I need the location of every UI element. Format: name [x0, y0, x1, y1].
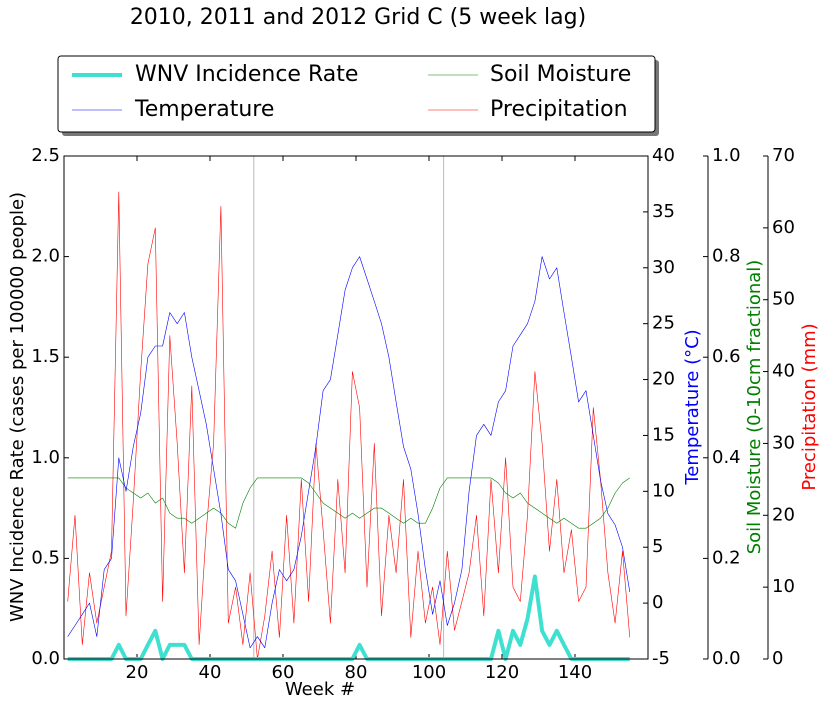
y4-tick-label: 70 [772, 145, 795, 166]
y-axis-label: WNV Incidence Rate (cases per 100000 peo… [7, 192, 28, 622]
legend-box [57, 55, 656, 133]
x-tick-label: 100 [412, 662, 446, 683]
y-tick-label: 0.0 [31, 648, 60, 669]
chart-title: 2010, 2011 and 2012 Grid C (5 week lag) [130, 5, 586, 30]
legend-label: Precipitation [490, 97, 628, 122]
y3-tick-label: 0.4 [712, 447, 741, 468]
y2-tick-label: -5 [652, 648, 670, 669]
y-tick-label: 0.5 [31, 547, 60, 568]
y2-tick-label: 40 [652, 145, 675, 166]
series-line [67, 574, 630, 661]
y-tick-label: 1.0 [31, 447, 60, 468]
y3-tick-label: 1.0 [712, 145, 741, 166]
y4-tick-label: 20 [772, 504, 795, 525]
legend-label: WNV Incidence Rate [135, 62, 358, 87]
y2-tick-label: 5 [652, 536, 663, 557]
y2-tick-label: 20 [652, 369, 675, 390]
y2-axis-label: Temperature (°C) [682, 329, 703, 485]
x-tick-label: 20 [126, 662, 149, 683]
y3-axis-label: Soil Moisture (0-10cm fractional) [744, 260, 765, 555]
plot-frame [63, 155, 649, 660]
y4-tick-label: 50 [772, 289, 795, 310]
y4-tick-label: 30 [772, 432, 795, 453]
x-tick-label: 80 [345, 662, 368, 683]
y4-tick-label: 60 [772, 217, 795, 238]
x-tick-label: 140 [558, 662, 592, 683]
y2-tick-label: 0 [652, 592, 663, 613]
y3-tick-label: 0.2 [712, 547, 741, 568]
y2-tick-label: 35 [652, 201, 675, 222]
y-tick-label: 2.0 [31, 246, 60, 267]
legend-label: Temperature [134, 97, 274, 122]
x-tick-label: 120 [485, 662, 519, 683]
y-tick-label: 1.5 [31, 346, 60, 367]
y4-axis-label: Precipitation (mm) [799, 323, 820, 490]
series-line [67, 256, 631, 649]
y2-tick-label: 10 [652, 480, 675, 501]
y3-tick-label: 0.0 [712, 648, 741, 669]
y4-tick-label: 0 [772, 648, 783, 669]
x-tick-label: 60 [272, 662, 295, 683]
y3-tick-label: 0.8 [712, 246, 741, 267]
y3-tick-label: 0.6 [712, 346, 741, 367]
y-tick-label: 2.5 [31, 145, 60, 166]
y2-tick-label: 30 [652, 257, 675, 278]
series-line [67, 191, 631, 660]
series-line [67, 477, 630, 529]
y2-tick-label: 25 [652, 313, 675, 334]
y4-tick-label: 10 [772, 576, 795, 597]
legend-label: Soil Moisture [490, 62, 631, 87]
y4-tick-label: 40 [772, 361, 795, 382]
y2-tick-label: 15 [652, 424, 675, 445]
x-tick-label: 40 [199, 662, 222, 683]
x-axis-label: Week # [285, 679, 355, 700]
